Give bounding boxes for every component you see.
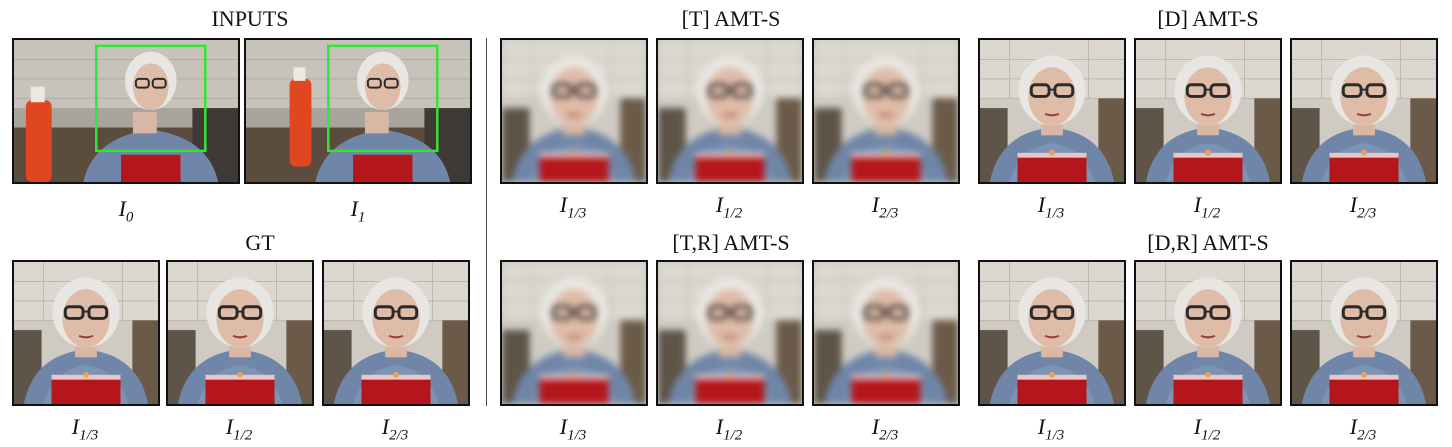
caption-t-third: I1/3 bbox=[559, 192, 587, 222]
dr-amts-title: [D,R] AMT-S bbox=[1147, 230, 1269, 255]
caption-d-twothirds: I2/3 bbox=[1349, 192, 1377, 222]
caption-tr-half: I1/2 bbox=[715, 414, 743, 444]
caption-i0: I0 bbox=[118, 196, 134, 226]
gt-frame-twothirds bbox=[322, 260, 470, 406]
caption-dr-half: I1/2 bbox=[1193, 414, 1221, 444]
d-frame-third bbox=[978, 38, 1126, 184]
tr-frame-twothirds bbox=[812, 260, 960, 406]
caption-tr-third: I1/3 bbox=[559, 414, 587, 444]
caption-tr-twothirds: I2/3 bbox=[871, 414, 899, 444]
input-frame-i1 bbox=[244, 38, 472, 184]
gt-title: GT bbox=[245, 230, 275, 255]
caption-dr-twothirds: I2/3 bbox=[1349, 414, 1377, 444]
inputs-title: INPUTS bbox=[211, 6, 289, 31]
caption-gt-twothirds: I2/3 bbox=[381, 414, 409, 444]
t-frame-half bbox=[656, 38, 804, 184]
gt-frame-third bbox=[12, 260, 160, 406]
d-amts-title: [D] AMT-S bbox=[1157, 6, 1259, 31]
tr-frame-third bbox=[500, 260, 648, 406]
caption-t-half: I1/2 bbox=[715, 192, 743, 222]
input-frame-i0 bbox=[12, 38, 240, 184]
d-frame-twothirds bbox=[1290, 38, 1438, 184]
caption-d-half: I1/2 bbox=[1193, 192, 1221, 222]
gt-frame-half bbox=[166, 260, 314, 406]
dr-frame-twothirds bbox=[1290, 260, 1438, 406]
section-divider bbox=[486, 38, 487, 406]
t-frame-twothirds bbox=[812, 38, 960, 184]
d-frame-half bbox=[1134, 38, 1282, 184]
caption-dr-third: I1/3 bbox=[1037, 414, 1065, 444]
caption-d-third: I1/3 bbox=[1037, 192, 1065, 222]
t-frame-third bbox=[500, 38, 648, 184]
caption-i1: I1 bbox=[350, 196, 366, 226]
caption-gt-third: I1/3 bbox=[71, 414, 99, 444]
tr-frame-half bbox=[656, 260, 804, 406]
dr-frame-half bbox=[1134, 260, 1282, 406]
t-amts-title: [T] AMT-S bbox=[681, 6, 781, 31]
caption-t-twothirds: I2/3 bbox=[871, 192, 899, 222]
tr-amts-title: [T,R] AMT-S bbox=[672, 230, 790, 255]
dr-frame-third bbox=[978, 260, 1126, 406]
caption-gt-half: I1/2 bbox=[225, 414, 253, 444]
